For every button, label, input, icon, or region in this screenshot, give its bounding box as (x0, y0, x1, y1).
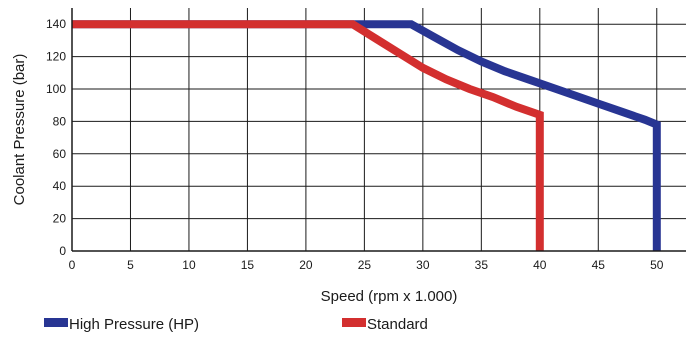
y-tick-label: 20 (53, 212, 67, 226)
y-tick-label: 40 (53, 179, 67, 193)
x-tick-label: 50 (650, 258, 664, 272)
x-tick-label: 0 (69, 258, 76, 272)
series-lines (72, 20, 661, 251)
y-tick-label: 120 (46, 50, 66, 64)
legend-label-high-pressure: High Pressure (HP) (69, 316, 199, 333)
series-line-0 (72, 20, 661, 251)
y-tick-label: 100 (46, 82, 66, 96)
x-tick-label: 40 (533, 258, 547, 272)
legend-swatch-standard (342, 318, 366, 327)
y-tick-label: 140 (46, 17, 66, 31)
y-tick-label: 60 (53, 147, 67, 161)
legend-swatch-high-pressure (44, 318, 68, 327)
y-tick-labels: 0 20 40 60 80 100 120 140 (46, 17, 66, 258)
x-tick-labels: 0 5 10 15 20 25 30 35 40 45 50 (69, 258, 664, 272)
x-axis-label: Speed (rpm x 1.000) (321, 288, 458, 305)
legend-label-standard: Standard (367, 316, 428, 333)
x-tick-label: 35 (475, 258, 489, 272)
x-tick-label: 45 (592, 258, 606, 272)
x-tick-label: 20 (299, 258, 313, 272)
legend: High Pressure (HP) Standard (44, 316, 428, 333)
y-axis-label: Coolant Pressure (bar) (11, 54, 28, 206)
x-tick-label: 15 (241, 258, 255, 272)
axes (71, 8, 686, 252)
x-tick-label: 25 (358, 258, 372, 272)
y-tick-label: 0 (59, 244, 66, 258)
series-line-1 (72, 20, 544, 251)
x-tick-label: 30 (416, 258, 430, 272)
x-tick-label: 10 (182, 258, 196, 272)
x-tick-label: 5 (127, 258, 134, 272)
y-tick-label: 80 (53, 114, 67, 128)
